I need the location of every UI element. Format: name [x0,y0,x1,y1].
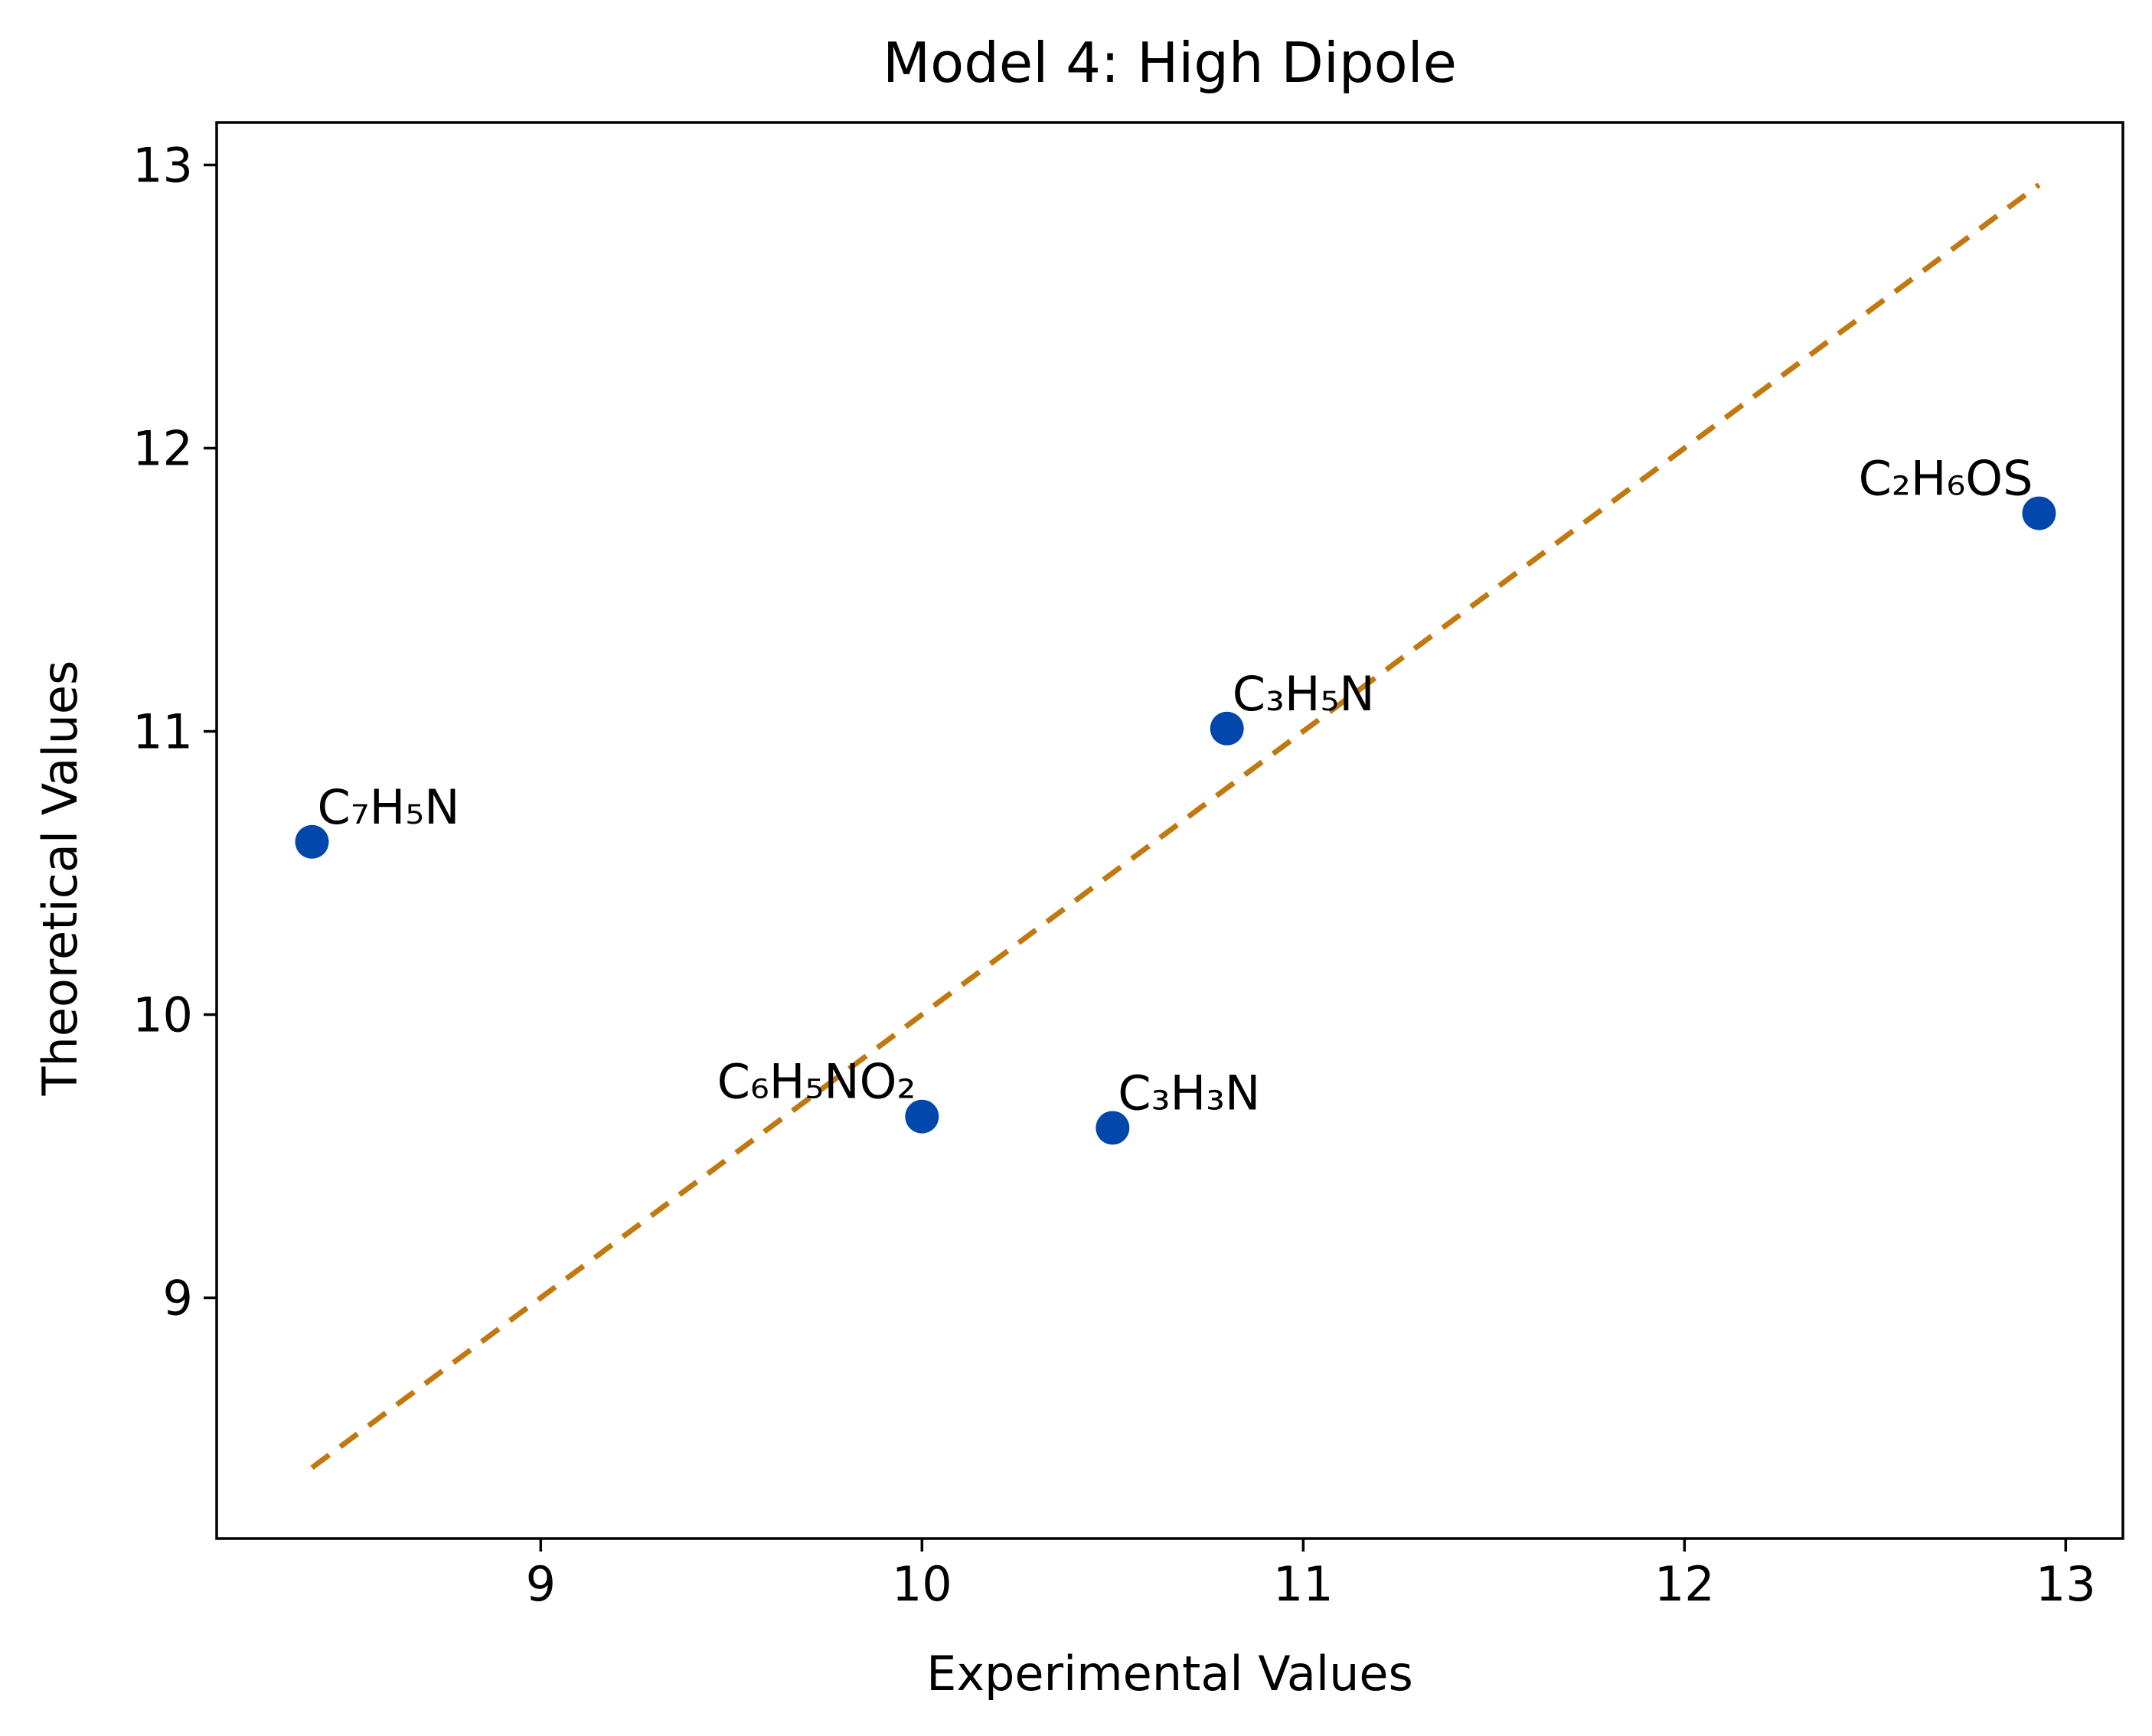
data-points [295,496,2056,1145]
x-tick-label: 10 [892,1556,952,1612]
x-tick-label: 13 [2036,1556,2096,1612]
x-tick-label: 9 [526,1556,556,1612]
y-tick-label: 13 [132,138,193,194]
x-tick-label: 11 [1273,1556,1334,1612]
plot-frame [215,121,2124,1540]
data-point [1210,711,1244,746]
x-axis-label: Experimental Values [926,1646,1413,1702]
y-tick-label: 9 [163,1271,193,1326]
y-tick-label: 10 [132,987,193,1043]
data-point [1096,1111,1130,1145]
point-labels: C₇H₅N C₆H₅NO₂ C₃H₃N C₃H₅N C₂H₆OS [318,451,2033,1121]
reference-line-layer [310,182,2041,1470]
data-point-label: C₃H₃N [1118,1065,1260,1121]
data-point [2022,496,2056,530]
data-point-label: C₃H₅N [1233,666,1375,722]
y-axis-label: Theoretical Values [32,661,88,1097]
x-tick-label: 12 [1654,1556,1715,1612]
axis-ticks: 9 10 11 12 13 9 10 11 12 13 [132,138,2096,1613]
y-tick-label: 12 [132,421,193,477]
chart-title: Model 4: High Dipole [883,31,1457,95]
y-tick-label: 11 [132,704,193,760]
data-point [905,1099,939,1134]
data-point-label: C₂H₆OS [1859,451,2033,507]
data-point-label: C₇H₅N [318,779,460,835]
data-point-label: C₆H₅NO₂ [717,1054,916,1110]
data-point [295,824,329,859]
reference-line [310,182,2041,1470]
